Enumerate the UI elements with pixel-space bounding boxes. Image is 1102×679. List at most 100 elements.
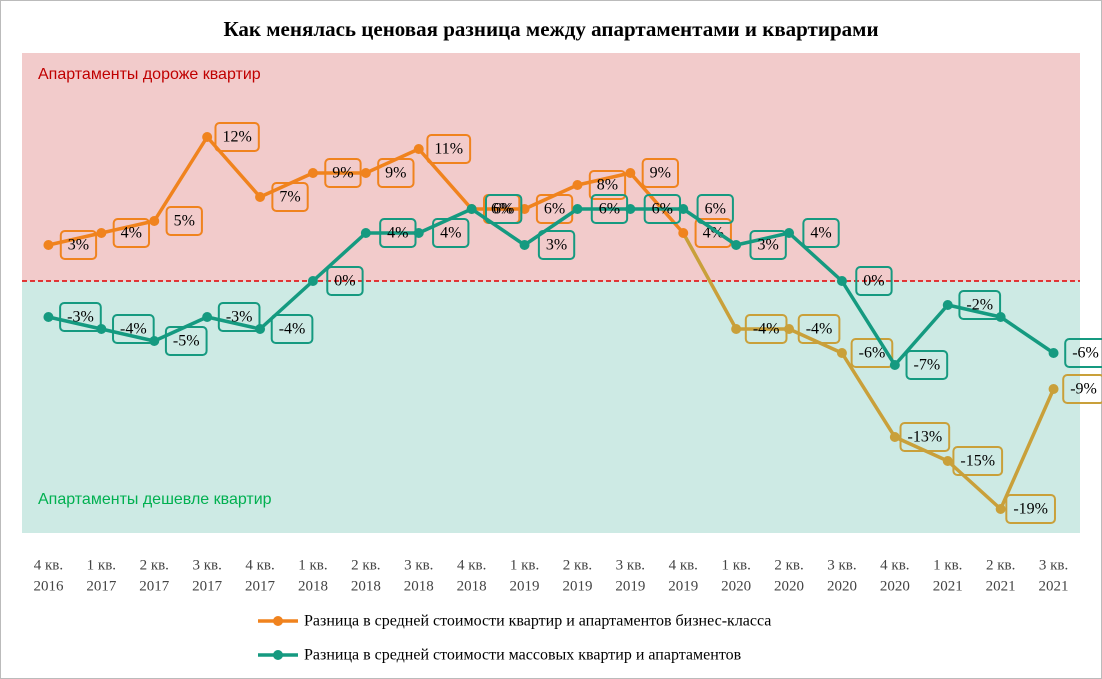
data-point: [43, 312, 54, 322]
data-label-box: [797, 314, 841, 344]
data-label-box: [1062, 374, 1102, 404]
data-label-group: 11%: [426, 134, 472, 164]
data-label-group: -3%: [59, 302, 102, 332]
data-label-group: 0%: [326, 266, 364, 296]
data-label-box: [214, 122, 260, 152]
data-label-box: [899, 422, 951, 452]
data-label: -3%: [67, 309, 94, 326]
data-label-box: [694, 218, 732, 248]
data-label-group: -7%: [905, 350, 949, 380]
line-segment: [840, 279, 897, 367]
data-label-group: -2%: [958, 290, 1002, 320]
line-segment: [893, 303, 950, 367]
data-point: [889, 432, 900, 442]
data-label-group: -9%: [1062, 374, 1102, 404]
x-tick-label: 3 кв.: [616, 557, 645, 573]
data-label-box: [271, 182, 309, 212]
x-tick-label: 4 кв.: [34, 557, 63, 573]
data-label: -9%: [1070, 381, 1097, 398]
data-label-group: 4%: [802, 218, 840, 248]
data-label-box: [164, 326, 208, 356]
x-tick-label: 2021: [933, 578, 963, 594]
data-label-group: 0%: [855, 266, 893, 296]
data-point: [1048, 384, 1059, 394]
x-tick-label: 1 кв.: [298, 557, 327, 573]
data-label-box: [537, 230, 576, 260]
legend-label: Разница в средней стоимости квартир и ап…: [304, 613, 771, 630]
x-tick-label: 2021: [1039, 578, 1069, 594]
data-label-box: [744, 314, 788, 344]
data-label-group: 4%: [694, 218, 732, 248]
x-tick-label: 2018: [298, 578, 328, 594]
data-label: 0%: [334, 273, 355, 290]
data-label-box: [590, 194, 629, 224]
data-label: 6%: [599, 201, 620, 218]
data-label: 6%: [491, 201, 512, 218]
chart-title: Как менялась ценовая разница между апарт…: [223, 17, 878, 41]
data-label-group: 4%: [379, 218, 417, 248]
data-label-box: [855, 266, 893, 296]
zone-below: [22, 281, 1080, 533]
data-label: 3%: [546, 237, 567, 254]
data-label-group: 9%: [377, 158, 415, 188]
data-label-box: [326, 266, 364, 296]
data-label: 9%: [650, 165, 671, 182]
data-label: 4%: [440, 225, 461, 242]
data-label-box: [952, 446, 1004, 476]
x-tick-label: 4 кв.: [669, 557, 698, 573]
line-segment: [998, 387, 1056, 511]
data-point: [466, 204, 477, 214]
data-label: 6%: [705, 201, 726, 218]
data-label-group: 4%: [112, 218, 151, 248]
x-tick-label: 2019: [668, 578, 698, 594]
data-point: [360, 168, 371, 178]
line-segment: [840, 351, 897, 439]
legend-label: Разница в средней стоимости массовых ква…: [304, 647, 742, 664]
zone-above: [22, 53, 1080, 281]
data-label: 12%: [222, 129, 251, 146]
data-point: [731, 240, 742, 250]
data-label-group: 12%: [214, 122, 260, 152]
data-point: [836, 276, 847, 286]
data-label-group: 6%: [643, 194, 682, 224]
data-label-group: 9%: [641, 158, 680, 188]
line-segment: [998, 315, 1056, 355]
data-label: 6%: [544, 201, 565, 218]
data-label: 9%: [332, 165, 353, 182]
data-label-group: 7%: [271, 182, 309, 212]
line-segment: [46, 231, 104, 247]
x-tick-label: 1 кв.: [721, 557, 750, 573]
data-label-box: [850, 338, 894, 368]
data-label-box: [905, 350, 949, 380]
data-point: [202, 312, 213, 322]
data-label-group: 9%: [324, 158, 362, 188]
data-point: [889, 360, 900, 370]
data-label-group: 3%: [537, 230, 576, 260]
data-label: 9%: [385, 165, 406, 182]
data-label-box: [379, 218, 417, 248]
data-label-group: 3%: [749, 230, 787, 260]
x-tick-label: 2020: [721, 578, 751, 594]
data-point: [572, 204, 583, 214]
data-label-box: [426, 134, 472, 164]
data-label-box: [643, 194, 682, 224]
x-tick-label: 2 кв.: [986, 557, 1015, 573]
data-label-group: -6%: [850, 338, 894, 368]
data-label-box: [112, 314, 155, 344]
x-tick-label: 2 кв.: [563, 557, 592, 573]
data-point: [942, 300, 953, 310]
data-label: 11%: [434, 141, 463, 158]
data-label-group: 6%: [590, 194, 629, 224]
data-label: 4%: [387, 225, 408, 242]
x-tick-label: 2017: [245, 578, 276, 594]
x-tick-label: 2017: [86, 578, 117, 594]
x-tick-label: 3 кв.: [192, 557, 221, 573]
data-point: [1048, 348, 1059, 358]
data-label-group: 5%: [165, 206, 203, 236]
x-tick-label: 2018: [404, 578, 434, 594]
data-label-group: 4%: [432, 218, 470, 248]
data-point: [96, 228, 107, 238]
line-segment: [258, 279, 315, 331]
data-point: [678, 228, 689, 238]
line-segment: [311, 231, 368, 283]
